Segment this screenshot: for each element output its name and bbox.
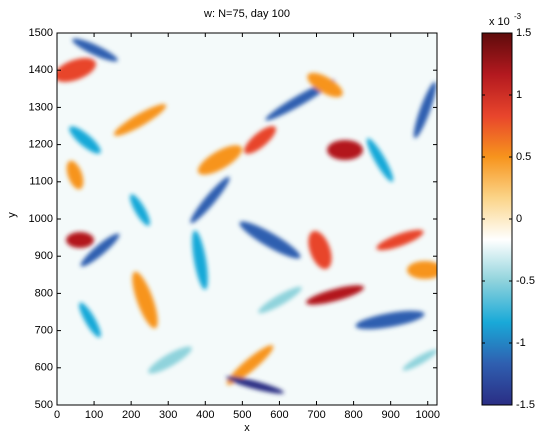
x-tick-label: 300: [159, 409, 177, 421]
x-tick-label: 900: [381, 409, 399, 421]
x-tick-label: 700: [307, 409, 325, 421]
y-tick-label: 600: [35, 362, 53, 374]
y-tick-label: 1300: [29, 101, 53, 113]
colorbar-tick-label: 1: [516, 89, 522, 101]
x-tick-label: 1000: [415, 409, 439, 421]
colorbar-tick-label: -1.5: [516, 399, 535, 411]
y-axis-label: y: [6, 212, 18, 218]
y-tick-label: 700: [35, 325, 53, 337]
y-tick-label: 1100: [29, 176, 53, 188]
y-tick-label: 1200: [29, 139, 53, 151]
x-tick-label: 600: [270, 409, 288, 421]
y-tick-label: 1400: [29, 64, 53, 76]
colorbar-tick-label: 0.5: [516, 151, 531, 163]
x-tick-label: 500: [233, 409, 251, 421]
colorbar-tick-label: 0: [516, 213, 522, 225]
colorbar-tick-label: -1: [516, 337, 526, 349]
colorbar: [481, 32, 513, 406]
x-tick-label: 200: [122, 409, 140, 421]
y-tick-label: 900: [35, 250, 53, 262]
colorbar-multiplier: x 10: [489, 16, 510, 28]
colorbar-exponent: -3: [514, 12, 522, 21]
x-tick-label: 0: [54, 409, 60, 421]
y-tick-label: 1500: [29, 27, 53, 39]
chart-title: w: N=75, day 100: [203, 8, 290, 20]
x-tick-label: 100: [85, 409, 103, 421]
x-tick-label: 800: [344, 409, 362, 421]
y-tick-label: 1000: [29, 213, 53, 225]
plot-background: [57, 33, 437, 405]
y-tick-label: 800: [35, 287, 53, 299]
y-tick-label: 500: [35, 399, 53, 411]
colorbar-tick-label: 1.5: [516, 27, 531, 39]
x-tick-label: 400: [196, 409, 214, 421]
colorbar-tick-label: -0.5: [516, 275, 535, 287]
field-pattern: [57, 38, 437, 394]
x-axis-label: x: [244, 422, 250, 432]
